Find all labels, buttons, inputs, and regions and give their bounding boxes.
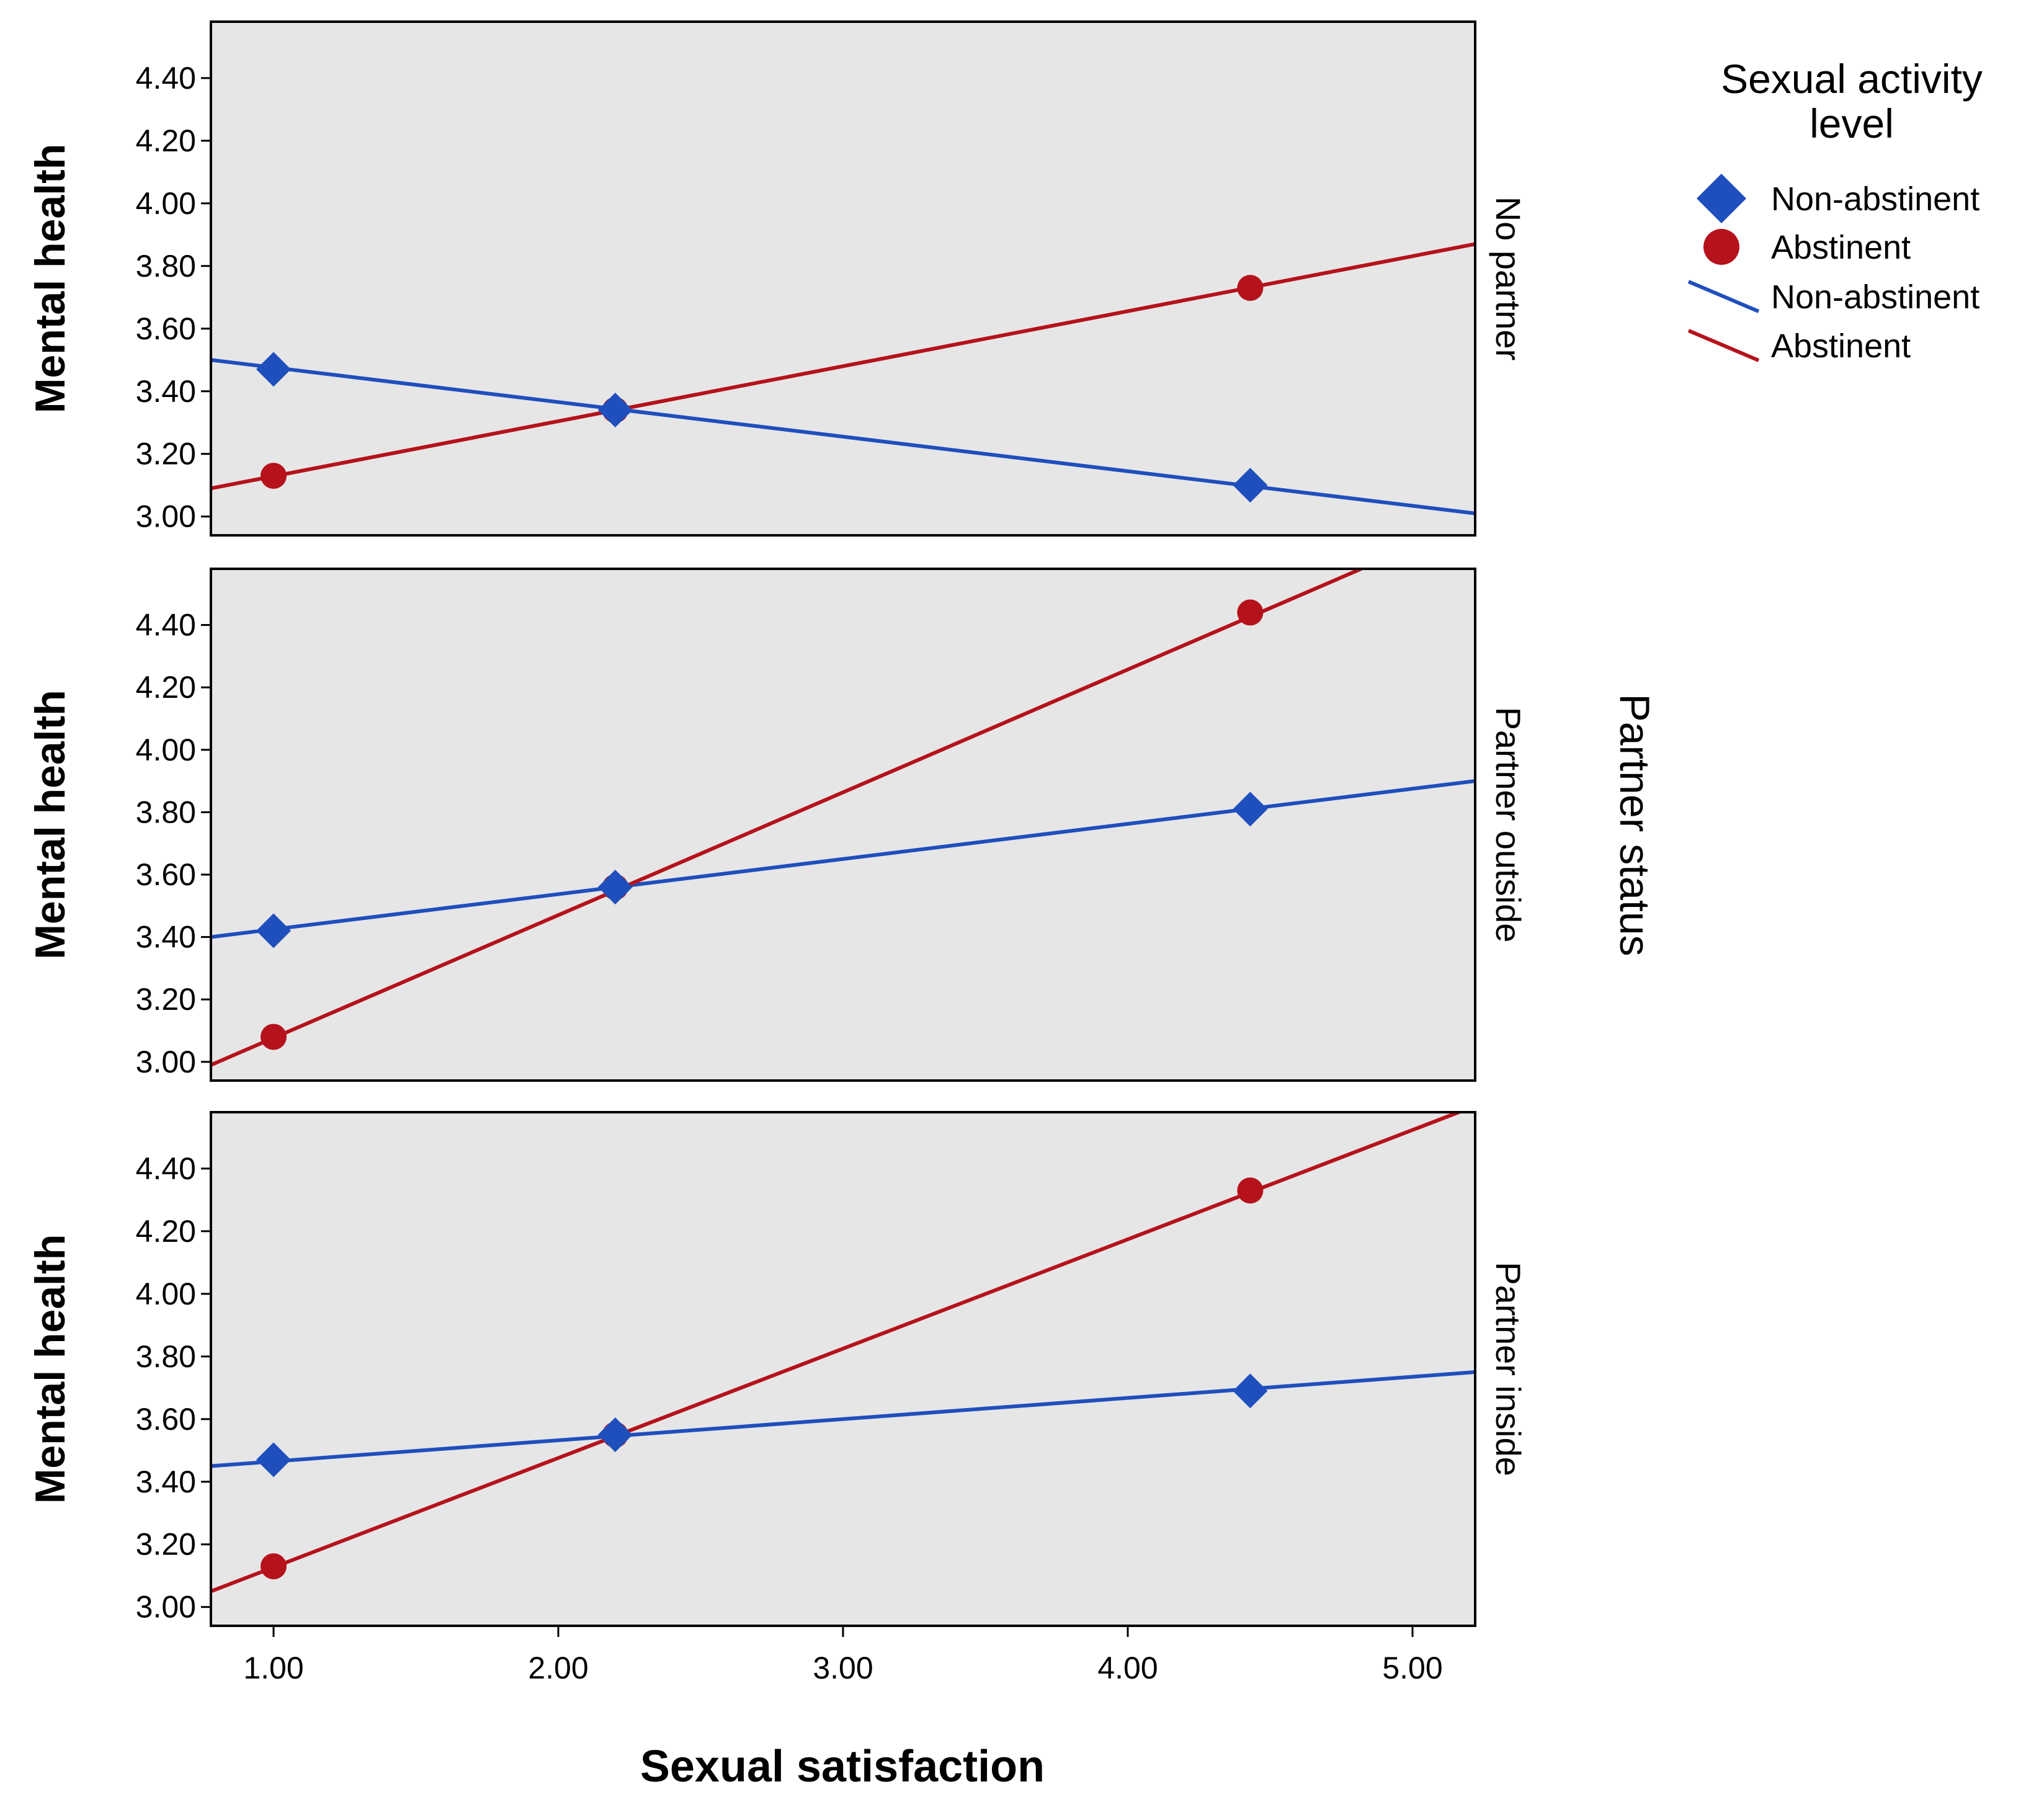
legend-title-line: level — [1810, 100, 1894, 146]
panels-layer: 3.00 3.20 3.40 3.60 3.80 4.00 4.20 4.40 Mental h… — [27, 20, 1528, 1627]
legend-title: Sexual activity level — [1721, 56, 1983, 146]
point-circle — [260, 463, 287, 489]
x-axis: 1.00 2.00 3.00 4.00 5.00 — [243, 1626, 1443, 1685]
legend-line-swatch — [1687, 329, 1760, 362]
legend-diamond-marker — [1697, 174, 1746, 223]
panel-label: Partner inside — [1489, 1262, 1528, 1476]
y-tick-label: 4.20 — [136, 123, 196, 158]
point-diamond — [256, 352, 291, 387]
panel-2: 3.00 3.20 3.40 3.60 3.80 4.00 4.20 4.40 Mental h… — [27, 568, 1528, 1082]
point-circle — [1237, 275, 1264, 301]
y-tick-label: 3.60 — [136, 311, 196, 346]
y-tick-label: 3.40 — [136, 1465, 196, 1499]
y-tick-label: 3.40 — [136, 920, 196, 955]
x-tick-label: 5.00 — [1382, 1651, 1442, 1685]
legend-title-line: Sexual activity — [1721, 56, 1983, 102]
y-tick-label: 4.20 — [136, 670, 196, 705]
legend-item-label: Non-abstinent — [1771, 279, 1979, 316]
point-diamond — [597, 870, 633, 905]
legend-item-label: Non-abstinent — [1771, 181, 1979, 218]
y-tick-label: 3.20 — [136, 1527, 196, 1562]
y-tick-label: 3.60 — [136, 1402, 196, 1437]
y-axis-title: Mental health — [27, 144, 74, 414]
point-circle — [1237, 1177, 1264, 1204]
y-axis-title: Mental health — [27, 690, 74, 960]
y-tick-label: 3.00 — [136, 1045, 196, 1079]
x-tick-label: 1.00 — [243, 1651, 303, 1685]
y-tick-label: 4.40 — [136, 1151, 196, 1186]
y-tick-label: 4.00 — [136, 733, 196, 767]
point-diamond — [256, 913, 291, 948]
y-tick-label: 3.00 — [136, 1590, 196, 1625]
point-circle — [1237, 599, 1264, 626]
y-tick-label: 3.40 — [136, 374, 196, 409]
legend-circle-marker — [1703, 229, 1739, 265]
y-tick-label: 4.20 — [136, 1214, 196, 1249]
y-tick-label: 3.80 — [136, 249, 196, 283]
y-tick-label: 4.40 — [136, 608, 196, 643]
point-diamond — [597, 1417, 633, 1453]
legend-item-label: Abstinent — [1771, 328, 1911, 365]
y-tick-label: 3.20 — [136, 982, 196, 1017]
panel-3: 3.00 3.20 3.40 3.60 3.80 4.00 4.20 4.40 Mental h… — [27, 1111, 1528, 1627]
fit-line-abstinent — [211, 569, 1362, 1067]
legend: Sexual activity level Non-abstinent Abstin… — [1687, 56, 1983, 365]
panel-plot-area — [211, 1112, 1475, 1626]
x-tick-label: 2.00 — [528, 1651, 588, 1685]
legend-item-label: Abstinent — [1771, 229, 1911, 266]
point-diamond — [1233, 791, 1268, 827]
fit-line-abstinent — [211, 242, 1475, 491]
y-axis-title: Mental health — [27, 1234, 74, 1504]
y-tick-label: 4.40 — [136, 61, 196, 96]
y-tick-label: 3.80 — [136, 795, 196, 829]
x-tick-label: 3.00 — [813, 1651, 873, 1685]
panel-plot-area — [211, 569, 1475, 1081]
y-tick-label: 4.00 — [136, 186, 196, 221]
point-diamond — [256, 1442, 291, 1478]
y-tick-label: 3.60 — [136, 857, 196, 892]
point-diamond — [597, 393, 633, 428]
facet-title: Partner status — [1611, 693, 1658, 956]
y-tick-label: 3.00 — [136, 499, 196, 534]
panel-plot-area — [211, 22, 1475, 535]
panel-frame — [210, 568, 1476, 1082]
y-tick-label: 4.00 — [136, 1277, 196, 1311]
point-circle — [260, 1023, 287, 1050]
point-circle — [260, 1553, 287, 1580]
point-diamond — [1233, 1373, 1268, 1409]
panel-label: Partner outside — [1489, 707, 1528, 943]
x-axis-title: Sexual satisfaction — [640, 1742, 1045, 1791]
panel-1: 3.00 3.20 3.40 3.60 3.80 4.00 4.20 4.40 Mental h… — [27, 20, 1528, 537]
fit-line-abstinent — [211, 1112, 1465, 1594]
y-tick-label: 3.20 — [136, 437, 196, 471]
y-tick-label: 3.80 — [136, 1339, 196, 1374]
panel-frame — [210, 20, 1476, 537]
point-diamond — [1233, 468, 1268, 503]
x-tick-label: 4.00 — [1097, 1651, 1158, 1685]
legend-line-swatch — [1687, 280, 1760, 313]
panel-label: No partner — [1489, 197, 1528, 361]
